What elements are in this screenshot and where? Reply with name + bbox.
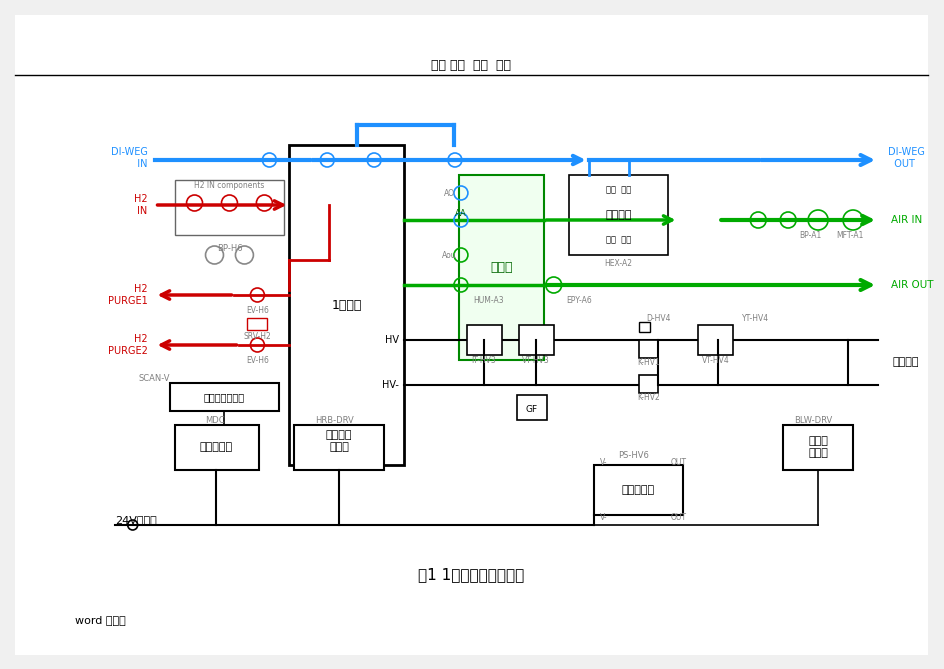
Text: 水进  水出: 水进 水出 xyxy=(605,185,631,195)
Text: 范文 范例  学习  指导: 范文 范例 学习 指导 xyxy=(430,58,511,72)
Bar xyxy=(169,383,279,411)
Text: DI-WEG
  OUT: DI-WEG OUT xyxy=(887,147,924,169)
Text: 逻辑环流
控制器: 逻辑环流 控制器 xyxy=(326,430,352,452)
Text: HV-: HV- xyxy=(381,380,398,390)
Bar xyxy=(247,318,267,330)
Text: EV-H6: EV-H6 xyxy=(245,355,268,365)
Text: OUT: OUT xyxy=(669,514,685,522)
Text: V-: V- xyxy=(599,458,607,466)
Text: IT-HV3: IT-HV3 xyxy=(471,355,496,365)
Text: V-: V- xyxy=(599,514,607,522)
Text: H2
PURGE1: H2 PURGE1 xyxy=(108,284,147,306)
Text: K-HV1: K-HV1 xyxy=(636,357,659,367)
Bar xyxy=(518,325,553,355)
Bar xyxy=(568,175,667,255)
Bar xyxy=(698,325,733,355)
Text: 图1 1号电堆模块系统图: 图1 1号电堆模块系统图 xyxy=(417,567,524,583)
Text: HV: HV xyxy=(384,335,398,345)
Text: PS-HV6: PS-HV6 xyxy=(617,450,649,460)
Bar xyxy=(459,175,543,360)
Text: VT-HV4: VT-HV4 xyxy=(700,355,729,365)
Text: 热交换器: 热交换器 xyxy=(605,210,632,220)
Text: OUT: OUT xyxy=(669,458,685,466)
Text: MDC: MDC xyxy=(205,415,224,425)
Bar xyxy=(638,375,658,393)
Text: word 整理版: word 整理版 xyxy=(75,615,126,625)
Text: 24V蓄电池: 24V蓄电池 xyxy=(114,515,157,525)
Bar xyxy=(638,340,658,358)
Text: H2
PURGE2: H2 PURGE2 xyxy=(108,334,147,356)
Text: 气进  气进: 气进 气进 xyxy=(605,235,631,244)
Text: AIR OUT: AIR OUT xyxy=(890,280,933,290)
Text: BLW-DRV: BLW-DRV xyxy=(793,415,832,425)
Bar xyxy=(175,425,259,470)
Text: H2 IN components: H2 IN components xyxy=(194,181,264,189)
Bar xyxy=(466,325,501,355)
Text: AIR IN: AIR IN xyxy=(890,215,921,225)
Text: BP-H6: BP-H6 xyxy=(216,244,242,252)
Text: YT-HV4: YT-HV4 xyxy=(741,314,768,322)
Text: HRB-DRV: HRB-DRV xyxy=(314,415,353,425)
Text: SCAN-V: SCAN-V xyxy=(139,373,170,383)
Bar xyxy=(289,145,404,465)
Text: AO: AO xyxy=(443,189,454,197)
Text: 电堆节电压监控: 电堆节电压监控 xyxy=(204,392,244,402)
Bar xyxy=(175,180,284,235)
Bar xyxy=(516,395,547,420)
Bar xyxy=(783,425,852,470)
Text: HEX-A2: HEX-A2 xyxy=(604,258,632,268)
Text: EV-H6: EV-H6 xyxy=(245,306,268,314)
Text: SRV-H2: SRV-H2 xyxy=(244,332,271,341)
Text: DI-WEG
  IN: DI-WEG IN xyxy=(110,147,147,169)
Text: 1号电堆: 1号电堆 xyxy=(331,298,362,312)
Text: GF: GF xyxy=(525,405,537,413)
Text: 预充电电源: 预充电电源 xyxy=(621,485,654,495)
Bar xyxy=(294,425,383,470)
Text: AA: AA xyxy=(455,209,466,217)
Text: Aou: Aou xyxy=(441,250,456,260)
Bar xyxy=(638,322,649,332)
Text: D-HV4: D-HV4 xyxy=(646,314,670,322)
Text: H2
IN: H2 IN xyxy=(134,194,147,216)
Text: 空压机
控制器: 空压机 控制器 xyxy=(807,436,827,458)
Text: HUM-A3: HUM-A3 xyxy=(473,296,504,304)
Text: 高压输出: 高压输出 xyxy=(892,357,919,367)
Text: EPY-A6: EPY-A6 xyxy=(565,296,591,304)
Text: VT-HV3: VT-HV3 xyxy=(521,355,549,365)
Text: 模拟控制器: 模拟控制器 xyxy=(200,442,233,452)
Text: MFT-A1: MFT-A1 xyxy=(835,231,863,240)
Bar xyxy=(593,465,683,515)
Text: 滤波器: 滤波器 xyxy=(490,261,512,274)
Text: K-HV2: K-HV2 xyxy=(636,393,659,401)
Text: BP-A1: BP-A1 xyxy=(798,231,820,240)
